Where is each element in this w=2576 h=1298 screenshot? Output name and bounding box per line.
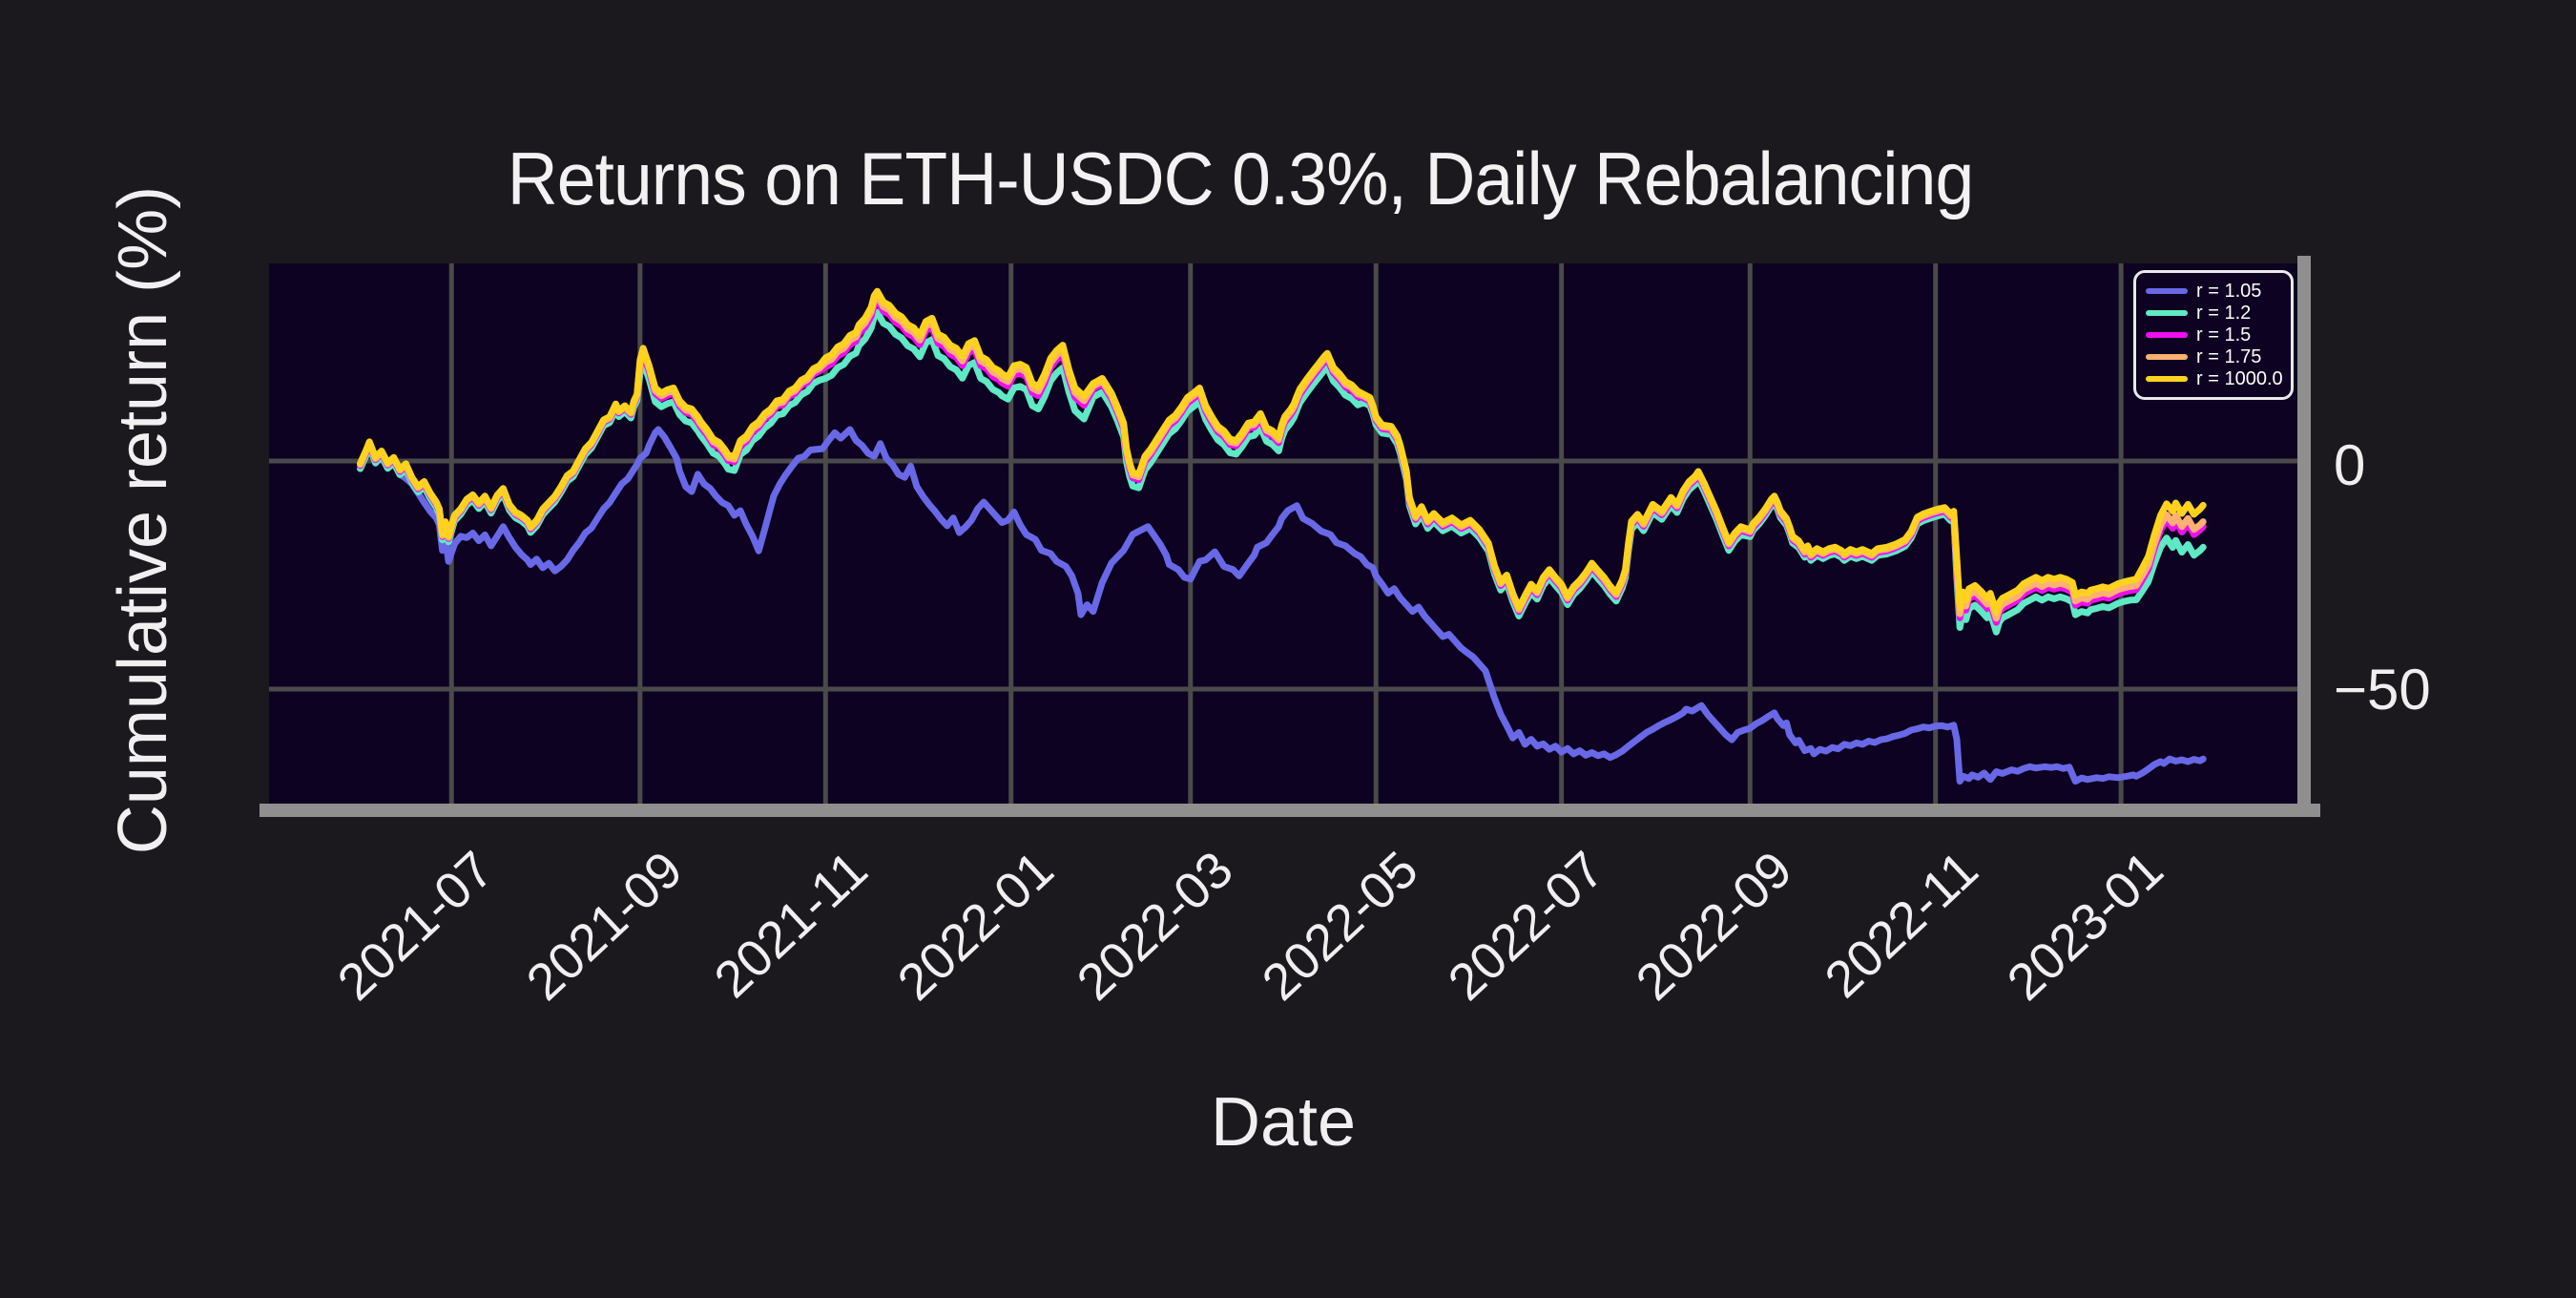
legend-label: r = 1.2 [2196, 302, 2252, 324]
legend-line-swatch-icon [2146, 310, 2188, 316]
legend-line-swatch-icon [2146, 332, 2188, 338]
series-line-r=1000.0 [357, 287, 2207, 617]
legend-line-swatch-icon [2146, 354, 2188, 360]
legend-label: r = 1.75 [2196, 345, 2262, 367]
x-axis-label: Date [1210, 1084, 1357, 1161]
legend-label: r = 1.5 [2196, 324, 2252, 345]
y-axis-label: Cumulative return (%) [105, 185, 181, 855]
plot-area [269, 263, 2297, 804]
legend-box: r = 1.05 r = 1.2 r = 1.5 r = 1.75 r = 1000.0 [2133, 270, 2294, 400]
y-tick-label: −50 [2334, 658, 2431, 722]
legend-line-swatch-icon [2146, 288, 2188, 294]
right-spine [2297, 256, 2311, 817]
chart-title: Returns on ETH-USDC 0.3%, Daily Rebalanc… [507, 136, 1975, 220]
series-line-r=1.05 [357, 426, 2207, 785]
legend-label: r = 1000.0 [2196, 367, 2283, 389]
legend-line-swatch-icon [2146, 376, 2188, 382]
y-tick-label: 0 [2334, 433, 2366, 497]
legend-label: r = 1.05 [2196, 280, 2262, 302]
legend-item: r = 1000.0 [2146, 367, 2283, 389]
bottom-spine [260, 804, 2320, 817]
legend-item: r = 1.2 [2146, 302, 2281, 324]
legend-item: r = 1.05 [2146, 280, 2281, 302]
legend-item: r = 1.5 [2146, 324, 2281, 345]
legend-item: r = 1.75 [2146, 345, 2281, 367]
